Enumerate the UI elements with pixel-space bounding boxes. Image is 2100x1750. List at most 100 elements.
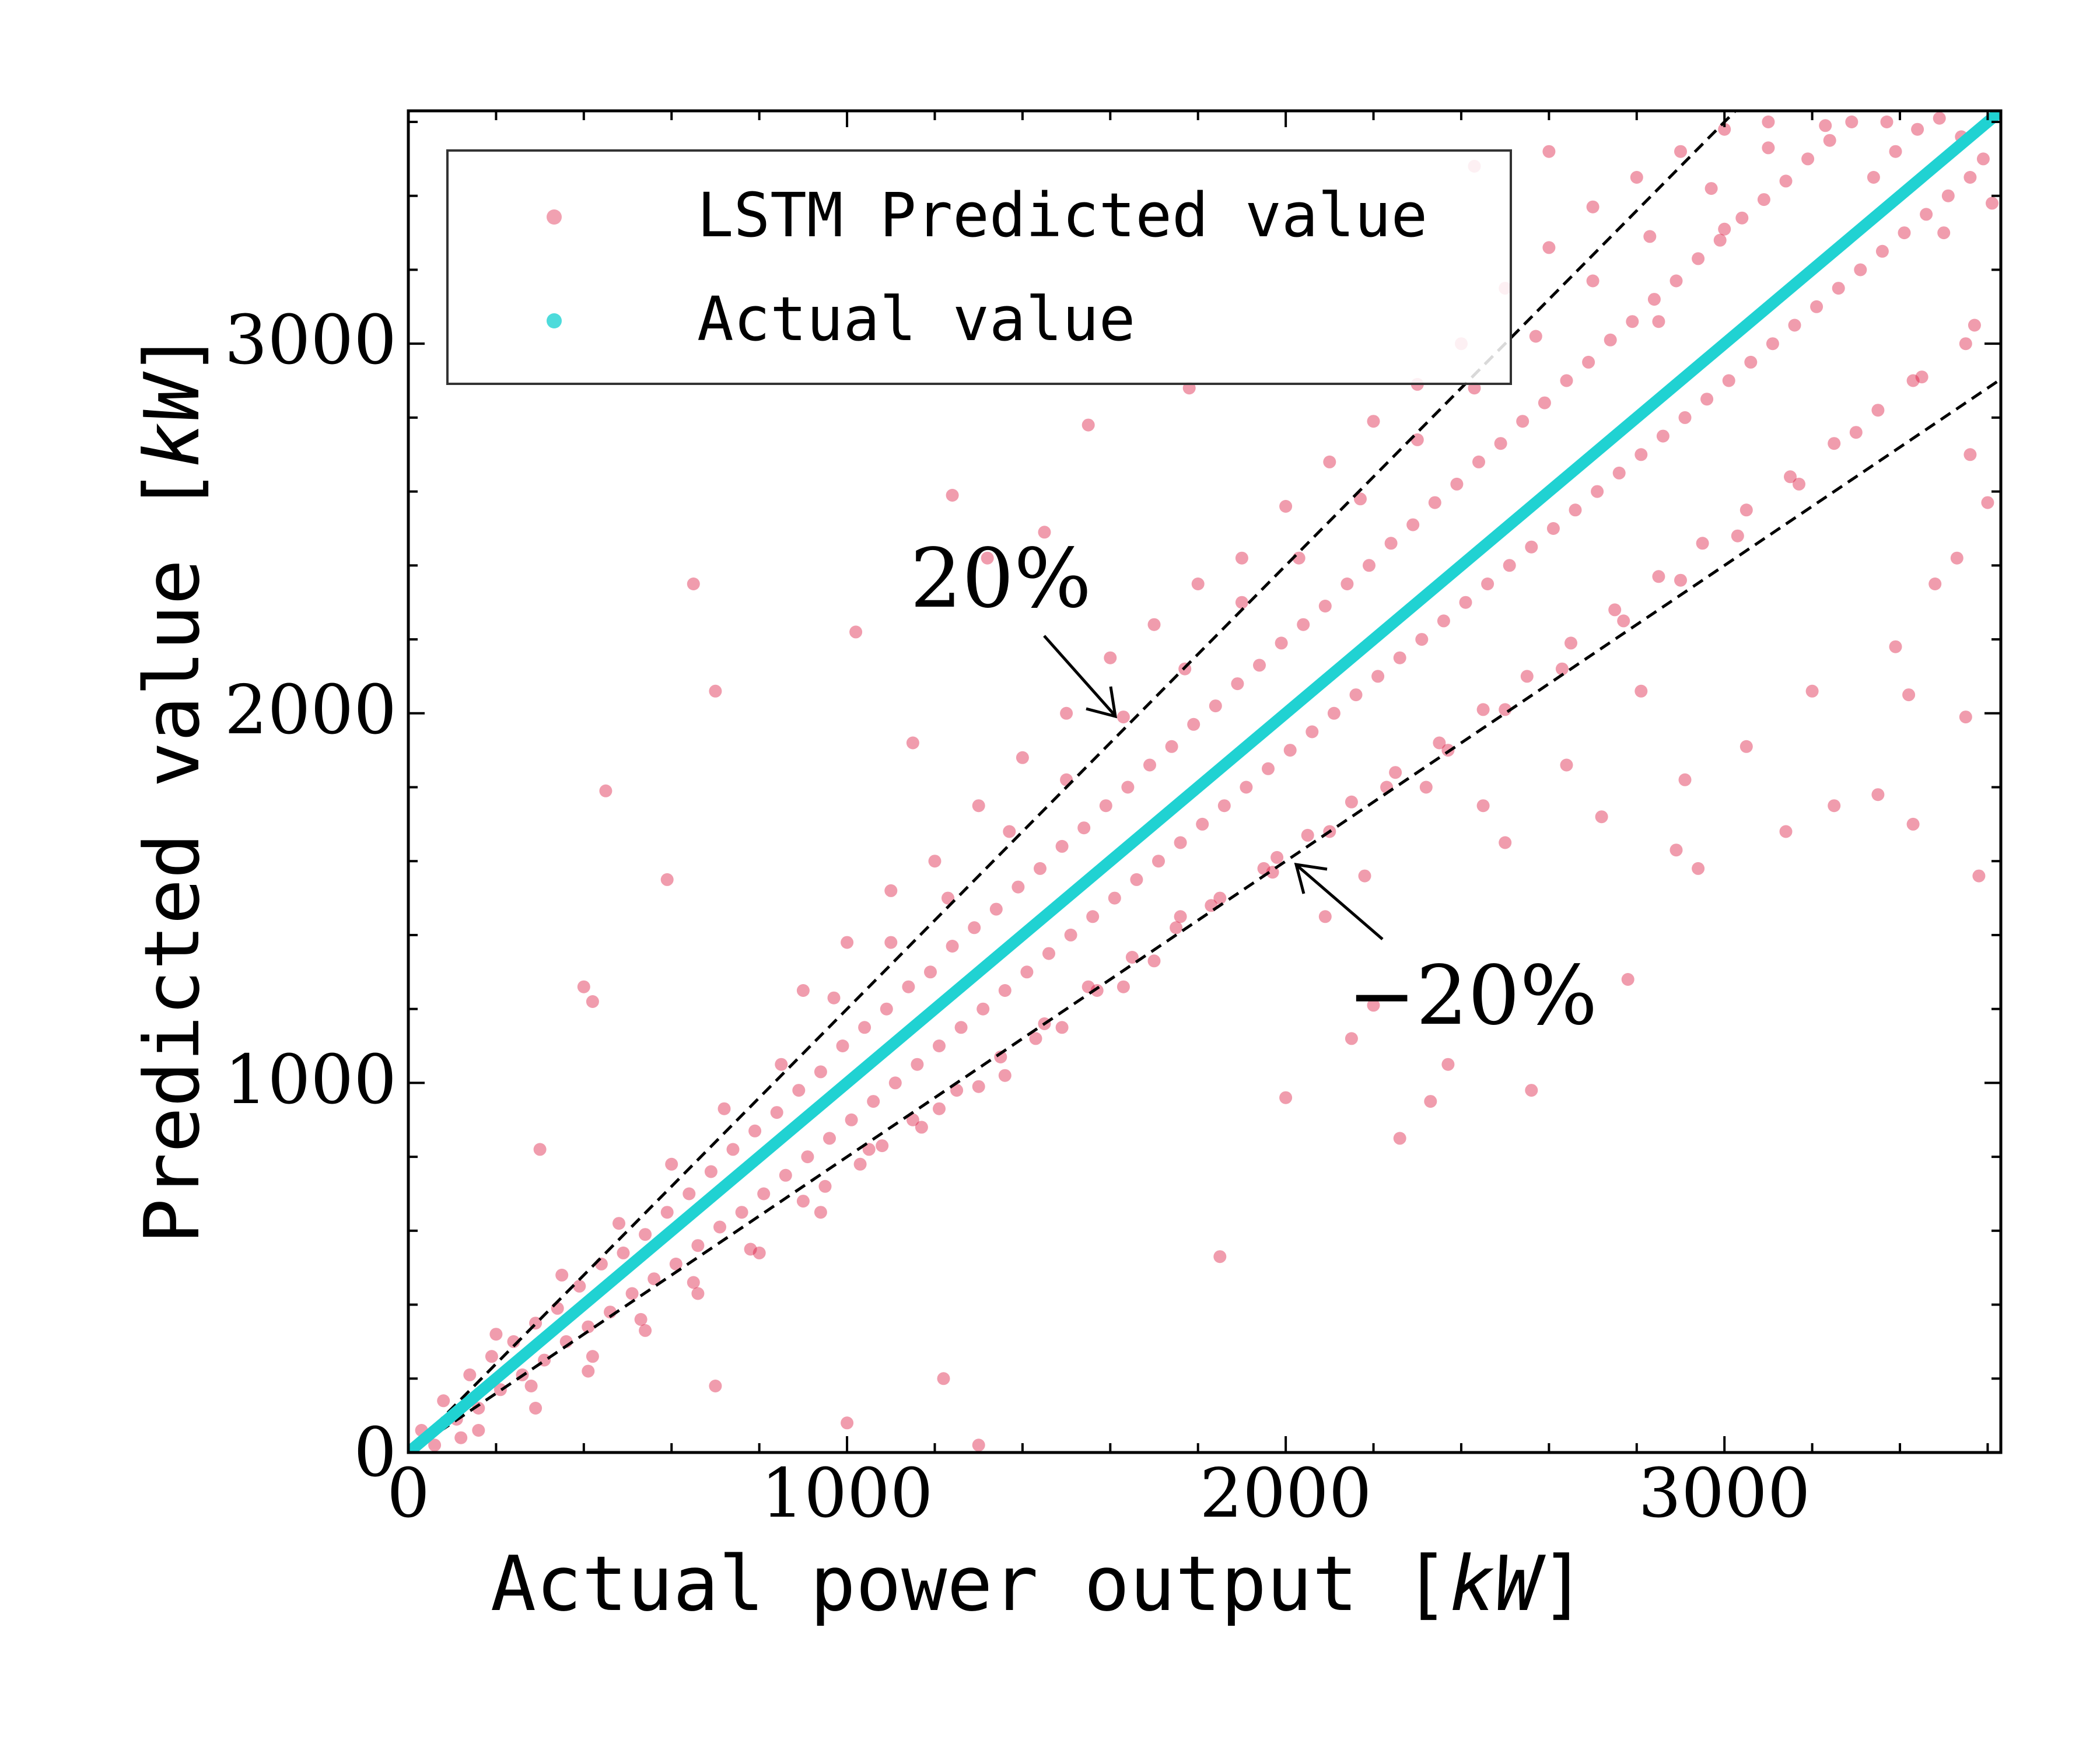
scatter-point: [977, 1002, 990, 1016]
scatter-point: [709, 684, 722, 698]
scatter-point: [612, 1217, 625, 1230]
scatter-point: [858, 1021, 872, 1034]
scatter-point: [669, 1257, 682, 1270]
scatter-point: [884, 936, 898, 949]
scatter-point: [1889, 145, 1902, 158]
scatter-point: [906, 1113, 919, 1126]
scatter-point: [827, 991, 841, 1005]
annotation-plus-20-arrow: [1043, 635, 1115, 716]
scatter-point: [1810, 300, 1824, 313]
scatter-point: [1170, 921, 1183, 935]
scatter-point: [1082, 980, 1095, 993]
scatter-point: [1634, 684, 1648, 698]
scatter-point: [1670, 844, 1683, 857]
scatter-point: [1406, 518, 1420, 531]
scatter-point: [1819, 119, 1832, 132]
scatter-point: [1038, 526, 1051, 539]
scatter-point: [1116, 980, 1130, 993]
scatter-point: [1121, 780, 1135, 794]
scatter-point: [1275, 636, 1288, 650]
scatter-point: [1323, 455, 1336, 468]
annotation-minus-20-label: −20%: [1348, 949, 1597, 1044]
scatter-point: [1964, 171, 1977, 184]
scatter-point: [998, 1069, 1012, 1082]
scatter-point: [1516, 415, 1530, 428]
scatter-point: [1634, 448, 1648, 461]
scatter-point: [1718, 222, 1731, 236]
x-axis-unit: kW: [1449, 1539, 1546, 1628]
scatter-point: [1652, 315, 1665, 328]
scatter-point: [1626, 315, 1639, 328]
scatter-point: [1875, 244, 1889, 258]
scatter-point: [1744, 355, 1758, 369]
scatter-point: [1297, 618, 1310, 631]
x-tick-label-0: 0: [387, 1454, 430, 1533]
scatter-point: [691, 1287, 705, 1300]
scatter-point: [599, 784, 612, 797]
scatter-point: [639, 1228, 652, 1241]
scatter-point: [713, 1220, 726, 1234]
scatter-point: [1617, 614, 1630, 628]
legend-box: [446, 149, 1512, 385]
scatter-point: [1849, 426, 1863, 439]
scatter-point: [1621, 973, 1634, 986]
x-tick-label-3000: 3000: [1638, 1454, 1810, 1533]
scatter-point: [1231, 677, 1244, 691]
scatter-point: [1262, 762, 1275, 775]
scatter-point: [1270, 850, 1284, 864]
scatter-point: [1696, 537, 1709, 550]
scatter-point: [1674, 145, 1687, 158]
scatter-point: [1591, 485, 1604, 498]
scatter-point: [1016, 751, 1029, 764]
scatter-point: [1354, 492, 1367, 506]
y-tick-label-0: 0: [354, 1413, 397, 1492]
scatter-point: [1692, 862, 1705, 875]
scatter-point: [1525, 1084, 1538, 1097]
scatter-point: [1560, 758, 1573, 772]
scatter-point: [1055, 1021, 1069, 1034]
scatter-point: [1832, 282, 1845, 295]
scatter-point: [1784, 470, 1797, 484]
scatter-point: [1367, 999, 1380, 1012]
scatter-point: [933, 1102, 946, 1115]
scatter-point: [1340, 578, 1354, 590]
scatter-point: [1906, 374, 1920, 387]
scatter-point: [902, 980, 915, 993]
scatter-point: [1345, 795, 1358, 808]
scatter-point: [1082, 418, 1095, 432]
scatter-point: [1253, 659, 1266, 672]
scatter-point: [1564, 636, 1577, 650]
scatter-point: [687, 1276, 700, 1289]
scatter-point: [1472, 455, 1485, 468]
scatter-point: [748, 1124, 762, 1138]
scatter-point: [1086, 910, 1100, 923]
scatter-point: [1718, 123, 1731, 136]
legend-marker-predicted: [547, 209, 562, 225]
scatter-point: [1972, 869, 1986, 883]
scatter-point: [1476, 799, 1490, 813]
scatter-point: [682, 1187, 696, 1200]
scatter-point: [1871, 788, 1885, 802]
scatter-point: [489, 1328, 503, 1341]
scatter-point: [1542, 241, 1556, 254]
scatter-point: [1152, 855, 1165, 868]
scatter-point: [1959, 337, 1972, 351]
scatter-point: [1950, 551, 1964, 565]
scatter-point: [1546, 522, 1560, 535]
scatter-point: [1871, 404, 1885, 417]
scatter-point: [1915, 370, 1929, 384]
scatter-point: [1964, 448, 1977, 461]
scatter-point: [1986, 197, 1999, 210]
scatter-point: [472, 1402, 485, 1415]
scatter-point: [1187, 718, 1200, 731]
scatter-point: [796, 1195, 810, 1208]
x-tick-label-1000: 1000: [761, 1454, 933, 1533]
scatter-point: [1911, 123, 1924, 136]
scatter-point: [823, 1132, 836, 1145]
scatter-point: [1652, 570, 1665, 583]
plot-frame: [407, 109, 2003, 1454]
scatter-point: [1191, 578, 1205, 590]
annotation-minus-20: −20%: [1294, 862, 1597, 1044]
scatter-point: [1828, 799, 1841, 813]
